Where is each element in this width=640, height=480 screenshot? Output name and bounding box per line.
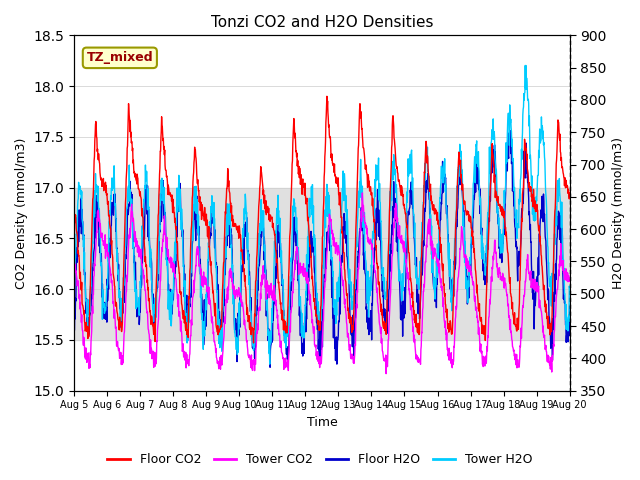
Floor H2O — [566, 304, 573, 310]
Floor CO2 — [464, 209, 472, 215]
Floor H2O — [463, 301, 471, 307]
Line: Floor H2O: Floor H2O — [74, 131, 570, 367]
Tower H2O — [168, 301, 176, 307]
Line: Tower H2O: Tower H2O — [74, 65, 570, 364]
Floor H2O — [70, 328, 78, 334]
Floor CO2 — [70, 212, 78, 218]
Tower CO2 — [464, 258, 472, 264]
Floor CO2 — [399, 192, 407, 197]
Text: TZ_mixed: TZ_mixed — [86, 51, 153, 64]
Tower H2O — [399, 282, 406, 288]
Bar — [74, 188, 570, 340]
Tower CO2 — [508, 333, 515, 338]
Floor H2O — [266, 364, 274, 370]
Line: Floor CO2: Floor CO2 — [74, 96, 570, 343]
Tower CO2 — [236, 293, 244, 299]
Tower H2O — [266, 361, 273, 367]
Tower H2O — [236, 298, 244, 304]
Floor H2O — [399, 333, 406, 339]
Y-axis label: CO2 Density (mmol/m3): CO2 Density (mmol/m3) — [15, 137, 28, 288]
X-axis label: Time: Time — [307, 416, 337, 429]
Tower H2O — [522, 62, 529, 68]
Floor H2O — [180, 294, 188, 300]
Floor H2O — [236, 324, 244, 330]
Floor CO2 — [168, 202, 176, 208]
Tower CO2 — [168, 264, 176, 270]
Tower H2O — [566, 286, 573, 292]
Floor H2O — [168, 307, 176, 313]
Floor CO2 — [323, 94, 331, 99]
Tower CO2 — [180, 348, 188, 354]
Tower H2O — [70, 278, 78, 284]
Legend: Floor CO2, Tower CO2, Floor H2O, Tower H2O: Floor CO2, Tower CO2, Floor H2O, Tower H… — [102, 448, 538, 471]
Tower H2O — [508, 125, 515, 131]
Floor CO2 — [566, 190, 573, 195]
Tower H2O — [180, 278, 188, 284]
Tower CO2 — [70, 260, 78, 265]
Floor H2O — [508, 161, 515, 167]
Y-axis label: H2O Density (mmol/m3): H2O Density (mmol/m3) — [612, 137, 625, 289]
Floor CO2 — [236, 229, 244, 235]
Tower CO2 — [566, 277, 573, 283]
Floor H2O — [507, 128, 515, 133]
Floor CO2 — [508, 294, 515, 300]
Line: Tower CO2: Tower CO2 — [74, 193, 570, 373]
Tower CO2 — [399, 245, 407, 251]
Floor CO2 — [250, 340, 257, 346]
Tower CO2 — [382, 371, 390, 376]
Title: Tonzi CO2 and H2O Densities: Tonzi CO2 and H2O Densities — [211, 15, 433, 30]
Tower CO2 — [358, 190, 366, 196]
Floor CO2 — [180, 320, 188, 326]
Tower H2O — [463, 291, 471, 297]
